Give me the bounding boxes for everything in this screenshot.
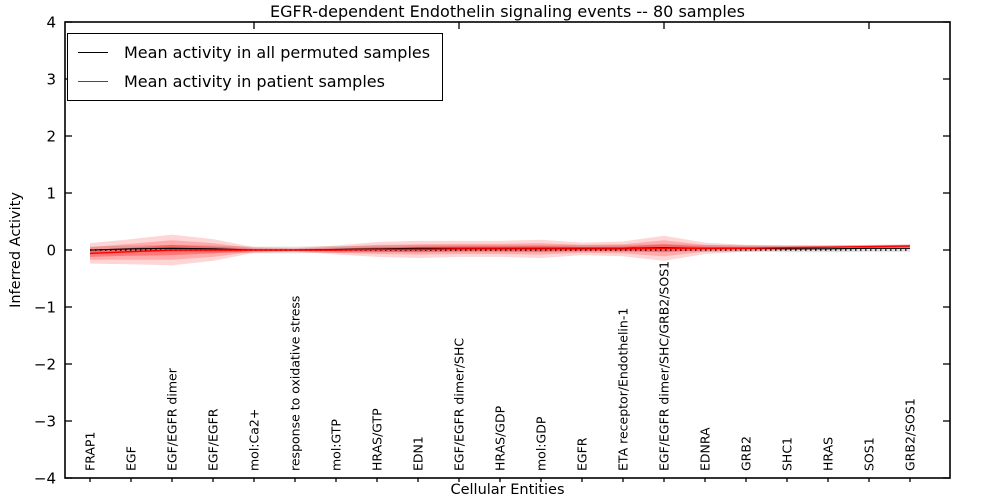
legend-label-permuted: Mean activity in all permuted samples [124,43,431,62]
x-category-label: SOS1 [862,437,877,471]
y-tick-label: 0 [46,241,56,259]
x-category-label: EGF/EGFR [206,408,221,471]
x-category-label: mol:Ca2+ [247,409,262,471]
x-category-label: GRB2 [739,436,754,471]
x-category-label: GRB2/SOS1 [903,398,918,471]
x-category-label: EGF [124,446,139,471]
patient-mean-line [89,245,911,255]
x-category-label: EGF/EGFR dimer/SHC [452,338,467,471]
plot-title: EGFR-dependent Endothelin signaling even… [270,2,745,21]
x-category-label: mol:GTP [329,419,344,471]
x-category-label: EDN1 [411,436,426,471]
x-category-label: ETA receptor/Endothelin-1 [616,308,631,471]
y-tick-label: −2 [34,355,56,373]
y-tick-label: 4 [46,13,56,31]
y-tick-label: 3 [46,70,56,88]
legend-item-patient: Mean activity in patient samples [78,68,430,95]
legend-line-permuted [78,52,108,53]
x-category-label: response to oxidative stress [288,296,303,471]
legend: Mean activity in all permuted samples Me… [67,33,444,101]
y-tick-label: 2 [46,127,56,145]
y-tick-label: −3 [34,412,56,430]
y-tick-label: −1 [34,298,56,316]
legend-line-patient [78,81,108,82]
x-axis-label: Cellular Entities [450,482,565,498]
y-tick-label: 1 [46,184,56,202]
y-axis-label: Inferred Activity [8,192,24,308]
x-category-label: EGF/EGFR dimer [165,367,180,471]
x-category-label: SHC1 [780,437,795,471]
x-category-label: EDNRA [698,427,713,471]
legend-item-permuted: Mean activity in all permuted samples [78,39,430,66]
x-category-label: HRAS [821,437,836,471]
legend-label-patient: Mean activity in patient samples [124,72,385,91]
y-tick-label: −4 [34,469,56,487]
x-category-label: HRAS/GTP [370,408,385,471]
x-category-label: EGF/EGFR dimer/SHC/GRB2/SOS1 [657,261,672,471]
x-category-label: mol:GDP [534,416,549,471]
x-category-label: FRAP1 [83,432,98,471]
x-category-label: HRAS/GDP [493,405,508,471]
x-category-label: EGFR [575,437,590,471]
